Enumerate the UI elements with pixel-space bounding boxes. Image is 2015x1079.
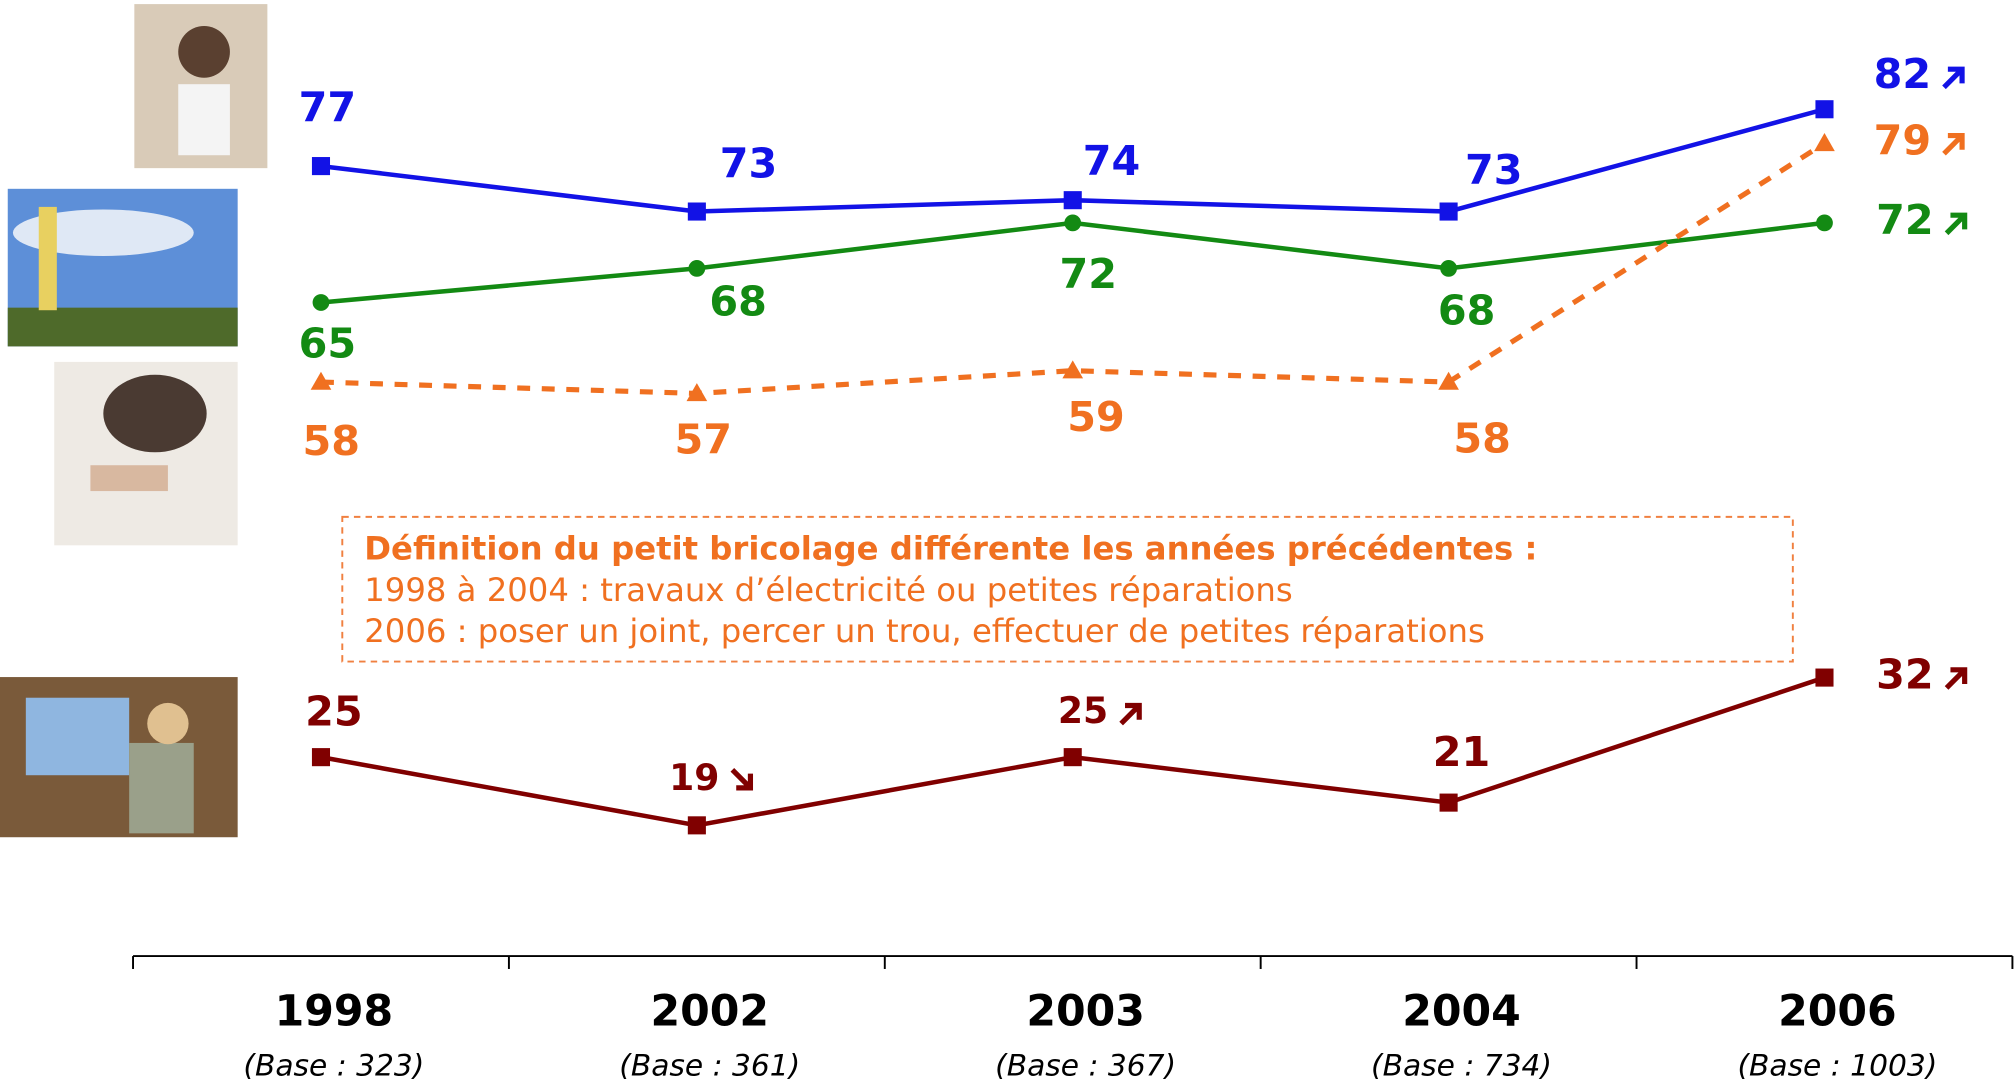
marker — [1439, 793, 1458, 812]
photo-detail — [147, 702, 189, 745]
x-tick-note: (Base : 734) — [1371, 1049, 1552, 1079]
photo-detail — [178, 84, 230, 156]
x-tick-label: 2002 — [650, 987, 769, 1037]
value-label: 73 — [1465, 146, 1523, 194]
photos — [0, 4, 268, 838]
marker — [686, 383, 708, 402]
value-label: 72 — [1876, 196, 1934, 244]
value-label: 68 — [709, 278, 767, 326]
photo-detail — [38, 206, 57, 311]
value-label: 73 — [720, 139, 778, 187]
marker — [1815, 668, 1834, 687]
trend-arrow — [1119, 702, 1142, 726]
photo-detail — [178, 26, 230, 78]
x-tick-label: 2006 — [1778, 987, 1897, 1037]
series-line — [320, 141, 1826, 396]
trend-arrow — [1942, 133, 1965, 156]
marker — [687, 816, 706, 835]
value-label: 82 — [1874, 50, 1932, 98]
marker — [310, 371, 332, 390]
trend-arrow — [1944, 212, 1968, 236]
x-tick-label: 1998 — [275, 987, 394, 1037]
value-label: 58 — [1453, 414, 1511, 462]
marker — [1439, 202, 1458, 221]
x-tick-label: 2004 — [1402, 987, 1521, 1037]
x-tick-note: (Base : 361) — [619, 1049, 800, 1079]
value-label: 72 — [1059, 250, 1117, 298]
note-box — [341, 515, 1794, 663]
marker — [1816, 214, 1833, 232]
value-label: 19 — [669, 756, 719, 799]
x-tick-note: (Base : 1003) — [1737, 1049, 1937, 1079]
photo-detail — [25, 697, 130, 776]
value-label: 74 — [1083, 137, 1141, 185]
x-tick-label: 2003 — [1026, 987, 1145, 1037]
value-label: 32 — [1876, 651, 1934, 699]
value-label: 57 — [675, 415, 733, 463]
photo-detail — [129, 742, 194, 834]
marker — [1063, 191, 1082, 210]
marker — [1062, 360, 1084, 379]
marker — [1064, 214, 1082, 232]
note-line: 2006 : poser un joint, percer un trou, e… — [364, 612, 1485, 650]
value-label: 59 — [1067, 393, 1125, 441]
marker — [1438, 371, 1459, 390]
marker — [312, 294, 330, 311]
value-label: 77 — [299, 84, 357, 132]
note-title: Définition du petit bricolage différente… — [364, 529, 1537, 567]
photo-detail — [90, 465, 168, 492]
marker — [311, 157, 331, 176]
value-label: 25 — [1058, 689, 1108, 732]
value-label: 21 — [1433, 728, 1491, 776]
marker — [688, 259, 706, 277]
photo-detail — [103, 374, 207, 453]
photo-detail — [12, 209, 194, 256]
marker — [1440, 259, 1457, 277]
trend-arrow — [1942, 66, 1965, 90]
value-label: 25 — [305, 688, 363, 736]
trend-arrow — [1944, 667, 1968, 690]
trend-arrow — [730, 767, 754, 791]
marker — [1815, 100, 1834, 119]
value-label: 79 — [1874, 116, 1932, 164]
marker — [687, 202, 706, 221]
x-tick-note: (Base : 323) — [243, 1049, 424, 1079]
photo-detail — [7, 307, 238, 347]
value-label: 65 — [299, 319, 357, 367]
x-tick-note: (Base : 367) — [995, 1049, 1176, 1079]
note-line: 1998 à 2004 : travaux d’électricité ou p… — [364, 571, 1292, 609]
marker — [311, 748, 331, 767]
value-label: 68 — [1438, 287, 1496, 335]
marker — [1063, 748, 1082, 767]
value-label: 58 — [303, 417, 361, 465]
marker — [1814, 133, 1835, 152]
